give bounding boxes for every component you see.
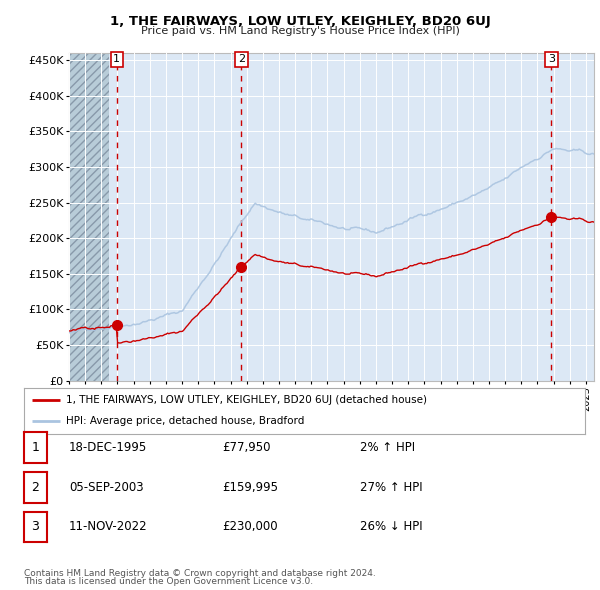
Text: HPI: Average price, detached house, Bradford: HPI: Average price, detached house, Brad… [66,416,304,426]
Text: £230,000: £230,000 [222,520,278,533]
Text: 2: 2 [238,54,245,64]
Text: 1, THE FAIRWAYS, LOW UTLEY, KEIGHLEY, BD20 6UJ (detached house): 1, THE FAIRWAYS, LOW UTLEY, KEIGHLEY, BD… [66,395,427,405]
Text: 2% ↑ HPI: 2% ↑ HPI [360,441,415,454]
Text: 3: 3 [31,520,40,533]
Text: 11-NOV-2022: 11-NOV-2022 [69,520,148,533]
Text: 18-DEC-1995: 18-DEC-1995 [69,441,147,454]
Text: 27% ↑ HPI: 27% ↑ HPI [360,481,422,494]
Text: 2: 2 [31,481,40,494]
Bar [69,53,109,381]
Text: 3: 3 [548,54,555,64]
Text: £159,995: £159,995 [222,481,278,494]
Text: 26% ↓ HPI: 26% ↓ HPI [360,520,422,533]
Text: This data is licensed under the Open Government Licence v3.0.: This data is licensed under the Open Gov… [24,578,313,586]
Text: £77,950: £77,950 [222,441,271,454]
Text: 1: 1 [31,441,40,454]
Text: 1: 1 [113,54,121,64]
Text: Price paid vs. HM Land Registry's House Price Index (HPI): Price paid vs. HM Land Registry's House … [140,26,460,36]
Text: 05-SEP-2003: 05-SEP-2003 [69,481,143,494]
Text: Contains HM Land Registry data © Crown copyright and database right 2024.: Contains HM Land Registry data © Crown c… [24,569,376,578]
Text: 1, THE FAIRWAYS, LOW UTLEY, KEIGHLEY, BD20 6UJ: 1, THE FAIRWAYS, LOW UTLEY, KEIGHLEY, BD… [110,15,490,28]
